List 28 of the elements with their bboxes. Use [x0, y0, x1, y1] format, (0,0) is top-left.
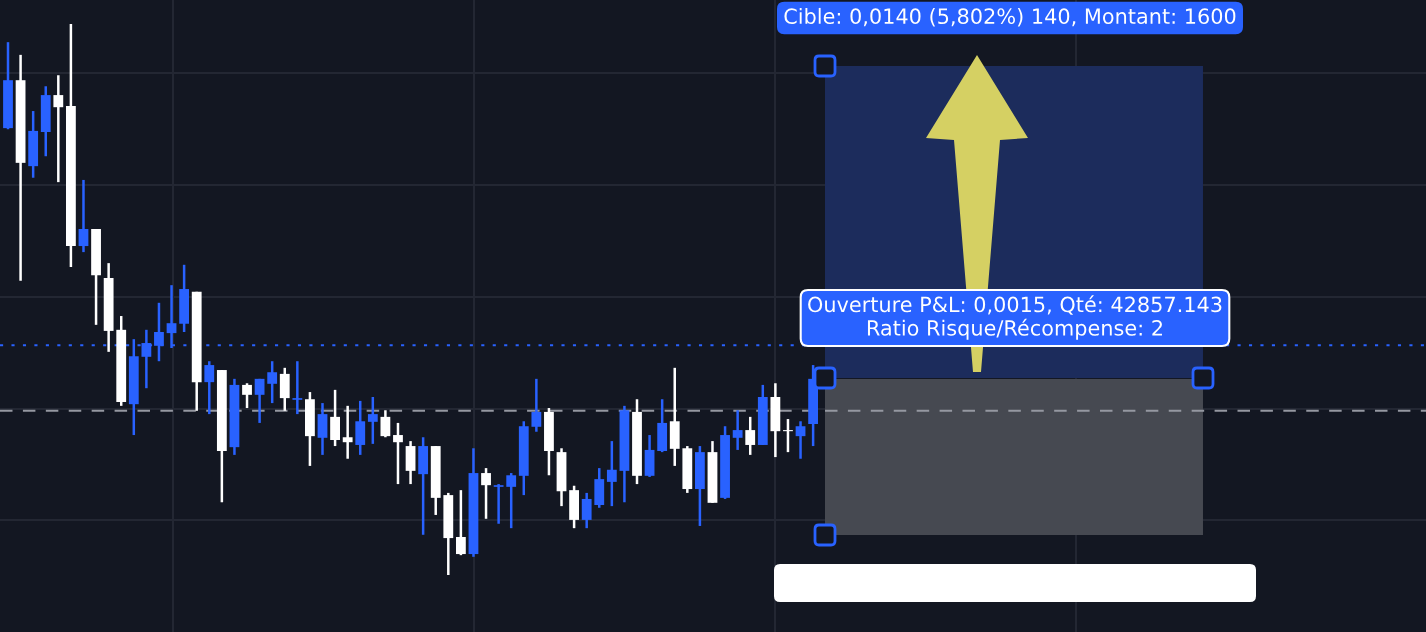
candlestick — [292, 359, 303, 416]
candlestick — [783, 417, 793, 454]
candlestick — [367, 395, 378, 446]
candlestick — [78, 178, 89, 254]
candlestick — [267, 359, 278, 405]
candlestick — [242, 382, 252, 410]
candlestick — [481, 466, 491, 521]
candlestick — [795, 420, 806, 460]
candlestick — [581, 491, 592, 530]
candlestick — [204, 359, 215, 416]
candlestick — [254, 377, 265, 425]
candlestick — [606, 439, 617, 508]
candlestick — [355, 399, 366, 457]
candlestick — [393, 421, 403, 486]
candlestick — [506, 471, 517, 530]
candlestick — [745, 415, 756, 457]
candlestick — [53, 73, 64, 184]
candlestick — [342, 404, 353, 460]
candlestick — [455, 488, 466, 557]
candlestick — [732, 409, 743, 452]
candlestick — [154, 301, 164, 363]
candlestick — [330, 388, 340, 448]
candlestick — [380, 409, 391, 439]
annotation: Cible: 0,0140 (5,802%) 140, Montant: 1600 — [784, 7, 1236, 27]
annotation: Ouverture P&L: 0,0015, Qté: 42857.143 Ratio Risque/Récompense: 2 — [808, 295, 1222, 340]
candlestick — [317, 401, 328, 457]
candlestick — [493, 482, 504, 526]
candlestick — [531, 377, 542, 433]
